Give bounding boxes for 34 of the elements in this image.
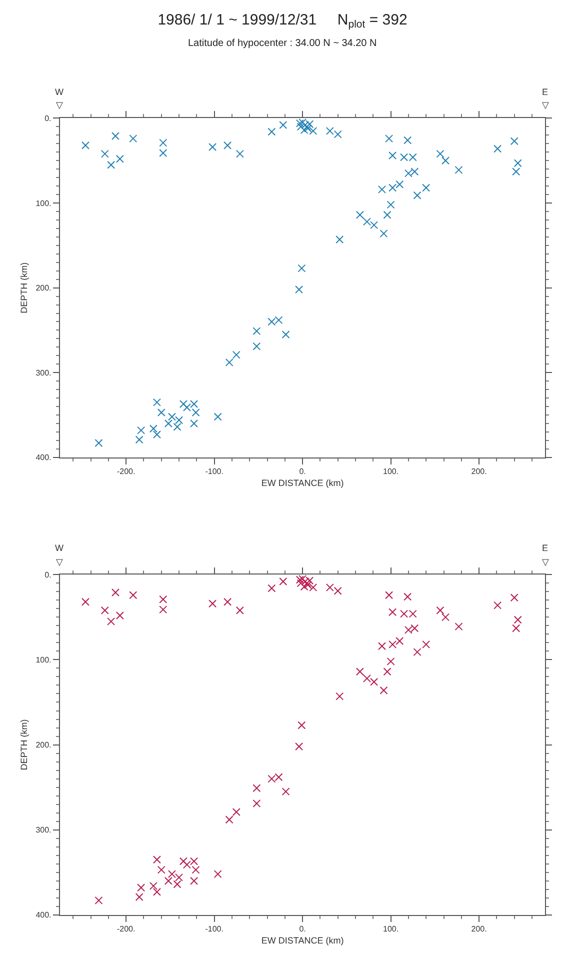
x-tick-label: -200.	[116, 467, 136, 476]
chart-title: 1986/ 1/ 1 ~ 1999/12/31 N$_{plot}$ = 392	[158, 11, 408, 31]
x-axis-title: EW DISTANCE (km)	[261, 478, 344, 488]
y-tick-label: 400.	[36, 910, 52, 920]
x-tick-label: -100.	[205, 924, 224, 934]
text: ▽	[56, 557, 63, 567]
y-tick-label: 300.	[36, 826, 52, 835]
y-tick-label: 200.	[36, 284, 52, 293]
text: ▽	[542, 557, 549, 567]
y-tick-label: 400.	[36, 453, 52, 462]
y-axis-title: DEPTH (km)	[19, 262, 30, 314]
text: E	[542, 543, 548, 553]
y-tick-label: 300.	[36, 368, 52, 378]
x-tick-label: -100.	[205, 467, 224, 476]
y-tick-label: 100.	[36, 656, 52, 665]
chart-subtitle: Latitude of hypocenter : 34.00 N ~ 34.20 N	[188, 38, 377, 49]
x-tick-label: 200.	[471, 467, 487, 476]
y-tick-label: 0.	[44, 114, 52, 124]
text: W	[55, 543, 64, 553]
x-tick-label: 0.	[299, 924, 306, 934]
x-tick-label: 200.	[471, 924, 487, 934]
y-tick-label: 0.	[44, 570, 52, 580]
x-tick-label: 0.	[299, 467, 306, 476]
y-tick-label: 100.	[36, 198, 52, 208]
text: ▽	[56, 100, 63, 110]
text: ▽	[542, 100, 549, 110]
text: W	[55, 87, 64, 97]
x-tick-label: -200.	[116, 924, 136, 934]
y-tick-label: 200.	[36, 740, 52, 750]
x-axis-title: EW DISTANCE (km)	[261, 935, 344, 946]
text: E	[542, 87, 548, 97]
x-tick-label: 100.	[383, 467, 399, 476]
x-tick-label: 100.	[383, 924, 399, 934]
y-axis-title: DEPTH (km)	[19, 719, 30, 770]
